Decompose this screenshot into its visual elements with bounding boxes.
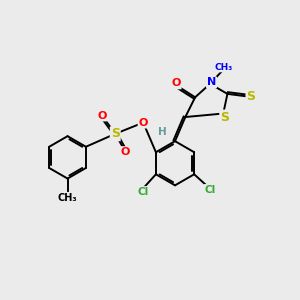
- Text: O: O: [121, 147, 130, 157]
- Text: Cl: Cl: [138, 187, 149, 197]
- Text: S: S: [220, 111, 229, 124]
- Text: S: S: [111, 127, 120, 140]
- Text: CH₃: CH₃: [215, 63, 233, 72]
- Text: Cl: Cl: [204, 185, 216, 195]
- Text: O: O: [97, 110, 107, 121]
- Text: O: O: [171, 78, 181, 88]
- Text: N: N: [207, 77, 216, 87]
- Text: S: S: [247, 90, 256, 103]
- Text: CH₃: CH₃: [58, 193, 77, 203]
- Text: H: H: [158, 127, 167, 137]
- Text: O: O: [139, 118, 148, 128]
